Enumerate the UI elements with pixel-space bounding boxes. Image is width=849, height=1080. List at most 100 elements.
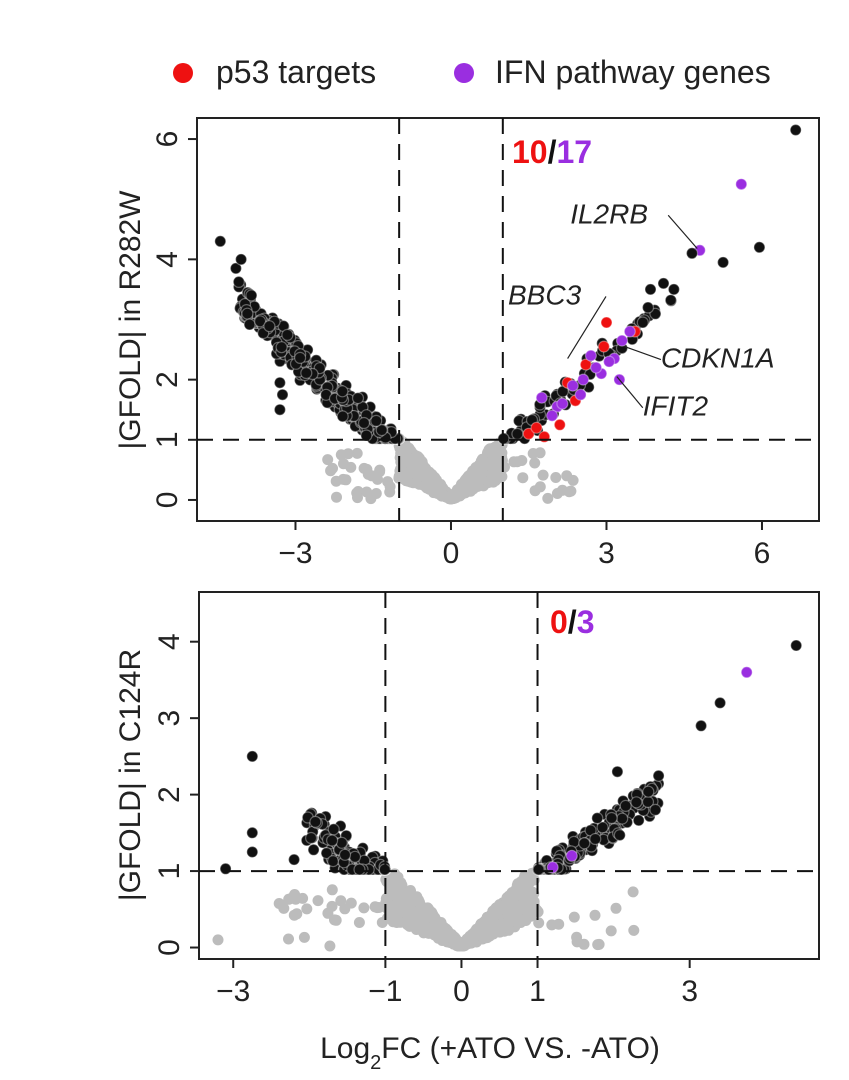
legend-label-p53: p53 targets: [216, 54, 376, 90]
significant-point: [649, 307, 662, 320]
nonsignificant-point: [593, 938, 605, 950]
nonsignificant-point: [382, 476, 394, 488]
nonsignificant-point: [335, 895, 347, 907]
p53-target-point: [579, 358, 592, 371]
significant-point: [632, 814, 645, 827]
nonsignificant-point: [325, 465, 337, 477]
significant-point: [305, 831, 318, 845]
significant-point: [338, 848, 352, 861]
significant-point: [789, 123, 802, 137]
x-tick-label: −3: [278, 537, 312, 570]
x-tick-label: 3: [681, 975, 698, 1008]
ifn-gene-point: [602, 355, 616, 368]
threshold-lines: [199, 592, 819, 959]
legend: p53 targets IFN pathway genes: [173, 54, 771, 90]
threshold-lines: [197, 118, 819, 521]
panel-r282w: −3 0 3 6 0 1 2 4 6 IL2RB BBC3 CDKN1A IFIT2 |GFOLD| …: [114, 117, 820, 570]
nonsignificant-point: [381, 912, 393, 924]
axis-ticks: −3 −1 0 1 3 0 1 2 3 4: [153, 633, 698, 1008]
x-tick-label: 0: [453, 975, 470, 1008]
ifn-gene-point: [735, 178, 748, 191]
nonsignificant-point: [425, 478, 437, 490]
x-tick-label: 1: [529, 975, 546, 1008]
nonsignificant-point: [433, 930, 445, 942]
nonsignificant-point: [404, 920, 416, 932]
y-axis-title: |GFOLD| in C124R: [114, 649, 147, 901]
significant-point: [370, 414, 383, 427]
significant-point: [276, 388, 289, 401]
nonsignificant-point: [393, 472, 405, 484]
significant-point: [596, 821, 609, 834]
nonsignificant-point: [425, 910, 437, 921]
nonsignificant-point: [389, 871, 400, 883]
nonsignificant-point: [589, 909, 601, 921]
scatter-points: [214, 123, 802, 505]
nonsignificant-point: [273, 898, 285, 909]
nonsignificant-point: [324, 940, 336, 952]
nonsignificant-point: [508, 456, 520, 468]
significant-point: [246, 750, 259, 763]
significant-point: [288, 853, 301, 866]
y-tick-label: 1: [153, 863, 186, 880]
nonsignificant-point: [437, 489, 448, 501]
gene-label: IL2RB: [570, 198, 648, 229]
y-tick-label: 4: [153, 633, 186, 650]
ifn-gene-point: [545, 409, 559, 422]
significant-point: [790, 639, 803, 652]
significant-point: [309, 815, 322, 829]
significant-point: [611, 765, 624, 778]
x-axis-title: Log2FC (+ATO VS. -ATO): [320, 1032, 660, 1074]
ifn-gene-point: [740, 666, 753, 679]
nonsignificant-point: [476, 473, 487, 485]
significant-point: [243, 318, 256, 331]
nonsignificant-point: [338, 458, 349, 470]
count-ifn: 17: [556, 134, 592, 170]
y-tick-label: 1: [151, 431, 184, 448]
nonsignificant-point: [610, 902, 622, 914]
p53-target-point: [530, 421, 543, 434]
x-tick-label: 0: [443, 537, 460, 570]
nonsignificant-point: [511, 916, 523, 928]
nonsignificant-point: [411, 891, 423, 903]
significant-point: [214, 235, 227, 248]
significant-point: [642, 785, 655, 798]
annotation-leader-line: [616, 376, 644, 409]
nonsignificant-point: [568, 911, 580, 923]
nonsignificant-point: [337, 473, 349, 485]
gene-label: BBC3: [508, 279, 582, 310]
nonsignificant-point: [476, 930, 488, 942]
significant-point: [273, 376, 286, 389]
ifn-gene-point: [589, 361, 603, 374]
nonsignificant-point: [494, 903, 506, 914]
significant-point: [254, 315, 267, 328]
significant-point: [336, 385, 349, 398]
p53-target-point: [597, 340, 611, 353]
significant-point: [326, 834, 339, 847]
nonsignificant-point: [301, 903, 313, 915]
significant-point: [511, 427, 524, 440]
significant-point: [578, 837, 591, 850]
significant-point: [713, 696, 727, 710]
y-tick-label: 2: [153, 786, 186, 803]
nonsignificant-point: [392, 886, 404, 898]
significant-point: [641, 301, 655, 314]
significant-point: [664, 294, 677, 307]
significant-point: [360, 429, 373, 442]
nonsignificant-point: [351, 447, 363, 459]
nonsignificant-point: [537, 469, 549, 481]
x-tick-label: 6: [754, 537, 771, 570]
ifn-gene-point: [565, 849, 578, 862]
p53-target-point: [522, 427, 535, 440]
significant-point: [273, 403, 286, 416]
nonsignificant-point: [401, 467, 413, 479]
significant-point: [263, 320, 276, 333]
significant-point: [649, 803, 662, 817]
nonsignificant-point: [289, 889, 301, 900]
plot-frame: [196, 117, 820, 522]
significant-point: [232, 275, 245, 288]
count-p53: 10: [512, 134, 548, 170]
y-tick-label: 4: [151, 251, 184, 268]
significant-point: [636, 316, 649, 329]
nonsignificant-point: [371, 902, 383, 914]
